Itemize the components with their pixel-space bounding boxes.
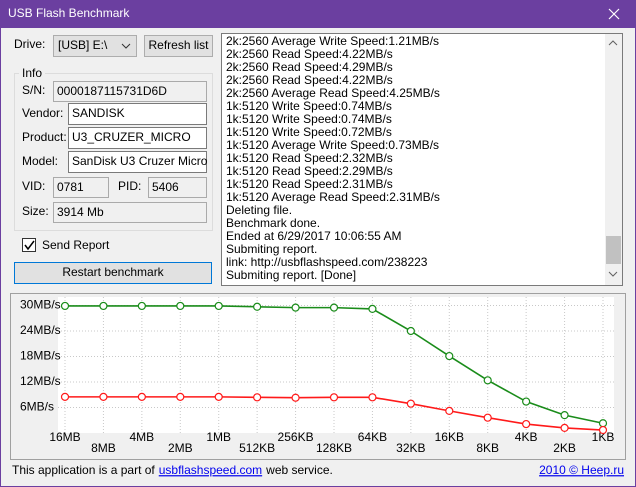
- field-label: Vendor:: [22, 106, 63, 120]
- y-tick-label: 6MB/s: [20, 400, 54, 414]
- log-line: 1k:5120 Read Speed:2.31MB/s: [226, 177, 393, 191]
- x-tick-label: 16MB: [49, 430, 80, 444]
- log-line: 2k:2560 Average Read Speed:4.25MB/s: [226, 86, 440, 100]
- data-point: [62, 302, 69, 309]
- data-point: [523, 398, 530, 405]
- x-tick-label: 8KB: [476, 441, 499, 455]
- data-point: [292, 394, 299, 401]
- x-tick-label: 4KB: [515, 430, 538, 444]
- x-tick-label: 16KB: [435, 430, 464, 444]
- x-tick-label: 512KB: [239, 441, 275, 455]
- drive-value[interactable]: [USB] E:\: [58, 38, 108, 52]
- log-line: 2k:2560 Read Speed:4.22MB/s: [226, 47, 393, 61]
- scroll-thumb[interactable]: [606, 236, 621, 264]
- x-tick-label: 4MB: [130, 430, 155, 444]
- data-point: [331, 394, 338, 401]
- log-line: 1k:5120 Read Speed:2.29MB/s: [226, 164, 393, 178]
- log-line: 1k:5120 Average Read Speed:2.31MB/s: [226, 190, 440, 204]
- field-value[interactable]: SANDISK: [72, 106, 125, 120]
- data-point: [369, 394, 376, 401]
- field-label: PID:: [118, 179, 141, 193]
- close-button[interactable]: [592, 0, 636, 28]
- y-tick-label: 24MB/s: [20, 323, 61, 337]
- field-value: 3914 Mb: [57, 205, 104, 219]
- data-point: [446, 353, 453, 360]
- data-point: [600, 427, 607, 434]
- x-tick-label: 2MB: [168, 441, 193, 455]
- log-line: 1k:5120 Write Speed:0.74MB/s: [226, 99, 392, 113]
- field-label: Product:: [22, 130, 67, 144]
- field-value[interactable]: SanDisk U3 Cruzer Micro: [72, 154, 208, 168]
- data-point: [407, 400, 414, 407]
- data-point: [523, 421, 530, 428]
- log-line: 1k:5120 Write Speed:0.72MB/s: [226, 125, 392, 139]
- field-value: 5406: [152, 180, 179, 194]
- data-point: [254, 394, 261, 401]
- data-point: [254, 303, 261, 310]
- footer-link[interactable]: usbflashspeed.com: [159, 463, 262, 477]
- data-point: [600, 420, 607, 427]
- log-line: 1k:5120 Average Write Speed:0.73MB/s: [226, 138, 439, 152]
- log-line: 2k:2560 Read Speed:4.29MB/s: [226, 60, 393, 74]
- x-tick-label: 8MB: [91, 441, 116, 455]
- y-tick-label: 18MB/s: [20, 349, 61, 363]
- log-line: 2k:2560 Average Write Speed:1.21MB/s: [226, 34, 439, 48]
- log-line: 1k:5120 Write Speed:0.74MB/s: [226, 112, 392, 126]
- send-report-checkbox[interactable]: [23, 239, 36, 252]
- x-tick-label: 32KB: [396, 441, 425, 455]
- data-point: [292, 304, 299, 311]
- data-point: [177, 393, 184, 400]
- x-tick-label: 1MB: [206, 430, 231, 444]
- x-tick-label: 128KB: [316, 441, 352, 455]
- send-report-label[interactable]: Send Report: [42, 238, 110, 252]
- field-value: 0781: [57, 180, 84, 194]
- y-tick-label: 30MB/s: [20, 298, 61, 312]
- data-point: [484, 414, 491, 421]
- data-point: [177, 302, 184, 309]
- footer-text: web service.: [265, 463, 333, 477]
- field-label: Model:: [22, 154, 58, 168]
- refresh-label[interactable]: Refresh list: [148, 38, 209, 52]
- x-tick-label: 256KB: [278, 430, 314, 444]
- data-point: [561, 424, 568, 431]
- data-point: [100, 393, 107, 400]
- window-title: USB Flash Benchmark: [8, 6, 130, 20]
- data-point: [215, 302, 222, 309]
- log-line: 2k:2560 Read Speed:4.22MB/s: [226, 73, 393, 87]
- data-point: [215, 393, 222, 400]
- drive-label: Drive:: [14, 37, 45, 51]
- x-tick-label: 2KB: [553, 441, 576, 455]
- field-value: 0000187115731D6D: [57, 84, 167, 98]
- log-line: link: http://usbflashspeed.com/238223: [226, 255, 428, 269]
- plot-area: [58, 297, 614, 433]
- data-point: [407, 328, 414, 335]
- data-point: [62, 393, 69, 400]
- data-point: [138, 302, 145, 309]
- field-label: S/N:: [22, 83, 45, 97]
- restart-label[interactable]: Restart benchmark: [62, 265, 164, 279]
- x-tick-label: 64KB: [358, 430, 387, 444]
- log-line: Benchmark done.: [226, 216, 320, 230]
- log-line: Deleting file.: [226, 203, 292, 217]
- data-point: [138, 393, 145, 400]
- data-point: [561, 412, 568, 419]
- data-point: [484, 377, 491, 384]
- data-point: [369, 305, 376, 312]
- data-point: [100, 302, 107, 309]
- log-line: 1k:5120 Read Speed:2.32MB/s: [226, 151, 393, 165]
- info-title: Info: [22, 66, 42, 80]
- log-line: Ended at 6/29/2017 10:06:55 AM: [226, 229, 401, 243]
- field-value[interactable]: U3_CRUZER_MICRO: [72, 130, 191, 144]
- y-tick-label: 12MB/s: [20, 374, 61, 388]
- credit-link[interactable]: 2010 © Heep.ru: [539, 463, 624, 477]
- data-point: [446, 407, 453, 414]
- data-point: [331, 304, 338, 311]
- field-label: VID:: [22, 179, 45, 193]
- field-label: Size:: [22, 204, 49, 218]
- log-line: Submiting report.: [226, 242, 317, 256]
- footer-text: This application is a part of: [12, 463, 155, 477]
- log-line: Submiting report. [Done]: [226, 268, 356, 282]
